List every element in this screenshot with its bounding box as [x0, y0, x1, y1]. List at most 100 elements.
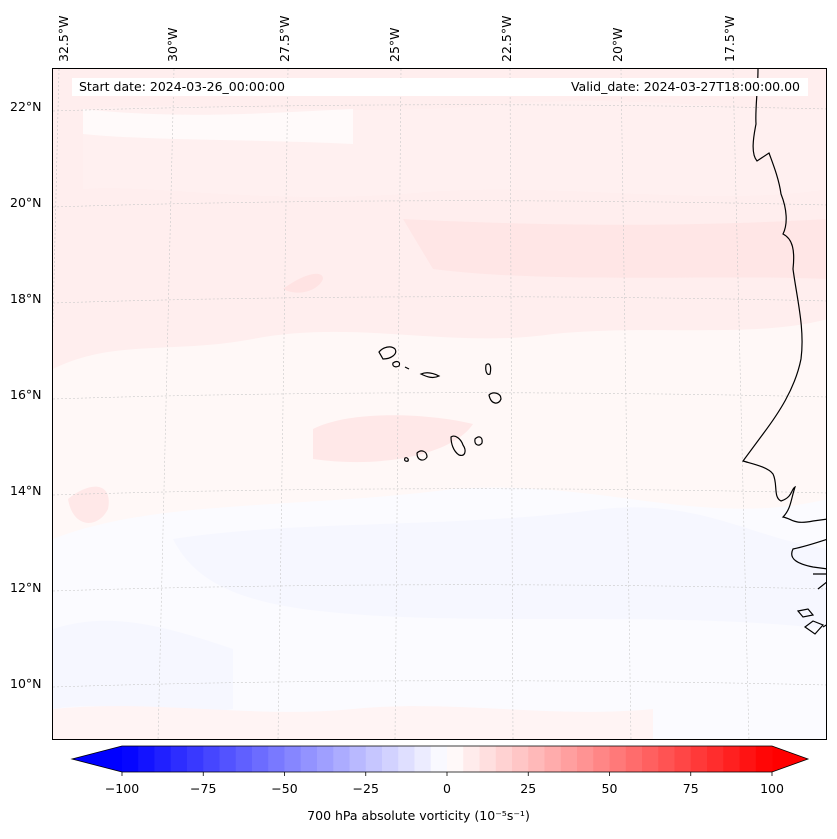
- parallel-20n: [53, 200, 826, 208]
- cape-verde-sal: [485, 363, 492, 376]
- colorbar-cell: [138, 746, 155, 772]
- vorticity-map: [53, 69, 826, 739]
- colorbar-cell: [430, 746, 448, 772]
- colorbar-cell: [300, 746, 318, 772]
- field-negative-patch: [173, 507, 826, 629]
- field-positive-patch-1: [283, 273, 323, 293]
- cape-verde-boa-vista: [488, 392, 502, 404]
- colorbar-cell: [593, 746, 610, 772]
- colorbar-cell: [739, 746, 757, 772]
- colorbar-tick-label: 50: [601, 781, 618, 796]
- latitude-label: 16°N: [10, 387, 42, 402]
- cape-verde-santa-luzia: [404, 366, 410, 370]
- colorbar-tick-label: −25: [352, 781, 379, 796]
- colorbar-cell: [447, 746, 464, 772]
- colorbar-outline: [70, 745, 810, 773]
- field-white-patch: [83, 109, 353, 144]
- colorbar-tick-label: −50: [271, 781, 298, 796]
- colorbar: [70, 745, 810, 776]
- meridian-17-5w: [732, 69, 750, 739]
- colorbar-cell: [414, 746, 432, 772]
- parallel-10n: [53, 680, 826, 688]
- colorbar-cell: [203, 746, 220, 772]
- colorbar-cell: [170, 746, 188, 772]
- west-africa-coastline: [742, 69, 826, 523]
- latitude-label: 18°N: [10, 291, 42, 306]
- colorbar-cells: [72, 746, 808, 776]
- longitude-label: 25°W: [387, 27, 402, 62]
- colorbar-cell: [219, 746, 237, 772]
- colorbar-tick-label: 75: [682, 781, 699, 796]
- field-negative-patch-sw: [53, 620, 233, 712]
- colorbar-extend-min: [72, 746, 122, 772]
- colorbar-cell: [690, 746, 708, 772]
- colorbar-cell: [365, 746, 383, 772]
- longitude-label: 30°W: [165, 27, 180, 62]
- meridian-20w: [620, 69, 632, 739]
- colorbar-cell: [317, 746, 334, 772]
- colorbar-cell: [528, 746, 545, 772]
- parallel-14n: [53, 488, 826, 496]
- coastlines: [378, 69, 826, 635]
- colorbar-cell: [625, 746, 643, 772]
- colorbar-cell: [252, 746, 269, 772]
- longitude-label: 17.5°W: [722, 15, 737, 62]
- coastline-east-edge: [813, 573, 826, 590]
- colorbar-cell: [560, 746, 578, 772]
- colorbar-cell: [235, 746, 253, 772]
- colorbar-cell: [609, 746, 627, 772]
- colorbar-cell: [642, 746, 659, 772]
- colorbar-cell: [658, 746, 675, 772]
- colorbar-extend-max: [772, 746, 808, 772]
- longitude-label: 22.5°W: [499, 15, 514, 62]
- vorticity-field: [53, 69, 826, 739]
- colorbar-cell: [723, 746, 740, 772]
- meridian-30w: [157, 69, 175, 739]
- colorbar-cell: [187, 746, 204, 772]
- latitude-label: 10°N: [10, 676, 42, 691]
- colorbar-tick-label: −75: [190, 781, 217, 796]
- latitude-label: 12°N: [10, 580, 42, 595]
- colorbar-cell: [382, 746, 399, 772]
- meridian-32-5w: [53, 69, 60, 334]
- colorbar-tick-label: 100: [760, 781, 784, 796]
- colorbar-cell: [122, 746, 139, 772]
- colorbar-cell: [398, 746, 415, 772]
- colorbar-label: 700 hPa absolute vorticity (10⁻⁵s⁻¹): [307, 808, 530, 823]
- colorbar-tick-label: 25: [520, 781, 537, 796]
- field-positive-patch-3: [68, 486, 109, 523]
- start-date-text: Start date: 2024-03-26_00:00:00: [79, 79, 285, 94]
- latitude-label: 14°N: [10, 483, 42, 498]
- colorbar-cell: [284, 746, 302, 772]
- map-panel: [52, 68, 827, 740]
- field-positive-patch-2: [313, 415, 473, 463]
- parallel-22n: [53, 104, 826, 112]
- date-info-bar: Start date: 2024-03-26_00:00:00 Valid_da…: [72, 78, 808, 96]
- meridian-27-5w: [277, 69, 289, 739]
- cape-verde-maio: [474, 436, 483, 446]
- cape-verde-sao-vicente: [392, 360, 401, 368]
- colorbar-tick-label: −100: [104, 781, 140, 796]
- cape-verde-sao-nicolau: [419, 372, 441, 379]
- meridian-25w: [394, 69, 402, 739]
- field-positive-band-mid: [403, 219, 826, 279]
- colorbar-cell: [495, 746, 513, 772]
- colorbar-cell: [707, 746, 724, 772]
- parallel-18n: [53, 296, 826, 304]
- cape-verde-fogo: [416, 450, 428, 461]
- colorbar-cell: [268, 746, 285, 772]
- coastline-guinea-bissau: [791, 539, 826, 570]
- valid-date-text: Valid_date: 2024-03-27T18:00:00.00: [570, 79, 800, 94]
- cape-verde-brava: [404, 457, 409, 462]
- colorbar-cell: [755, 746, 773, 772]
- colorbar-cell: [479, 746, 497, 772]
- colorbar-cell: [577, 746, 594, 772]
- colorbar-cell: [544, 746, 562, 772]
- colorbar-tick-label: 0: [443, 781, 451, 796]
- longitude-label: 27.5°W: [277, 15, 292, 62]
- colorbar-cell: [463, 746, 480, 772]
- colorbar-cell: [512, 746, 529, 772]
- cape-verde-santiago: [450, 435, 466, 456]
- coastline-bijagos: [796, 608, 826, 635]
- meridian-22-5w: [509, 69, 514, 739]
